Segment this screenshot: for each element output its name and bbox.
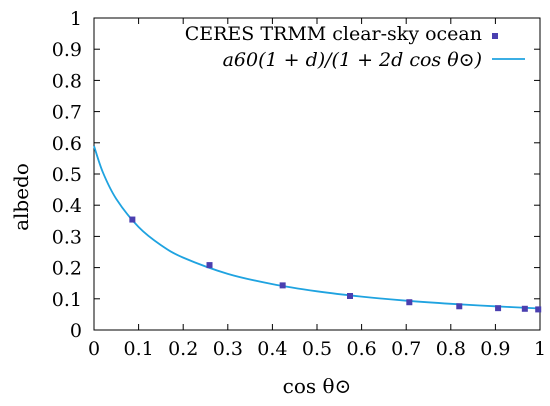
y-tick-label: 0.9 [52,39,82,61]
data-point [456,303,463,310]
x-tick-label: 0.1 [123,338,153,360]
x-tick-label: 0.7 [391,338,421,360]
legend-points-label: CERES TRMM clear-sky ocean [185,23,482,45]
y-tick-label: 0.7 [52,102,82,124]
data-point [129,216,136,223]
x-tick-label: 0.2 [168,338,198,360]
x-tick-label: 0.6 [346,338,376,360]
fit-curve-line [93,145,541,310]
y-tick-label: 0.8 [52,70,82,92]
y-tick-label: 0.5 [52,164,82,186]
data-point [535,306,542,313]
legend-curve-label: a60(1 + d)/(1 + 2d cos θ⊙) [223,49,482,71]
data-point [347,292,354,299]
data-points-layer [129,216,542,313]
ticks: 0 0.1 0.2 0.3 0.4 0.5 0.6 0.7 0.8 0.9 1 0 0.1 0.2 0.3 0… [52,8,546,360]
y-axis-title: albedo [9,163,33,231]
x-tick-label: 1 [534,338,546,360]
x-axis-title: cos θ⊙ [283,374,352,398]
x-tick-label: 0.4 [257,338,287,360]
y-tick-label: 0.2 [52,258,82,280]
y-tick-label: 0.1 [52,289,82,311]
data-point [406,299,413,306]
y-tick-label: 1 [70,8,82,30]
x-tick-label: 0.8 [436,338,466,360]
data-point [495,305,502,312]
y-tick-label: 0.3 [52,226,82,248]
x-tick-label: 0.3 [213,338,243,360]
data-point [206,262,213,269]
y-tick-label: 0.4 [52,195,82,217]
x-tick-label: 0 [88,338,100,360]
x-tick-label: 0.5 [302,338,332,360]
data-point [521,305,528,312]
legend: CERES TRMM clear-sky ocean a60(1 + d)/(1… [185,23,525,71]
y-tick-label: 0.6 [52,133,82,155]
data-point [279,282,286,289]
y-tick-label: 0 [70,320,82,342]
fit-curve-layer [93,145,541,310]
x-tick-label: 0.9 [480,338,510,360]
legend-points-marker [492,33,498,39]
